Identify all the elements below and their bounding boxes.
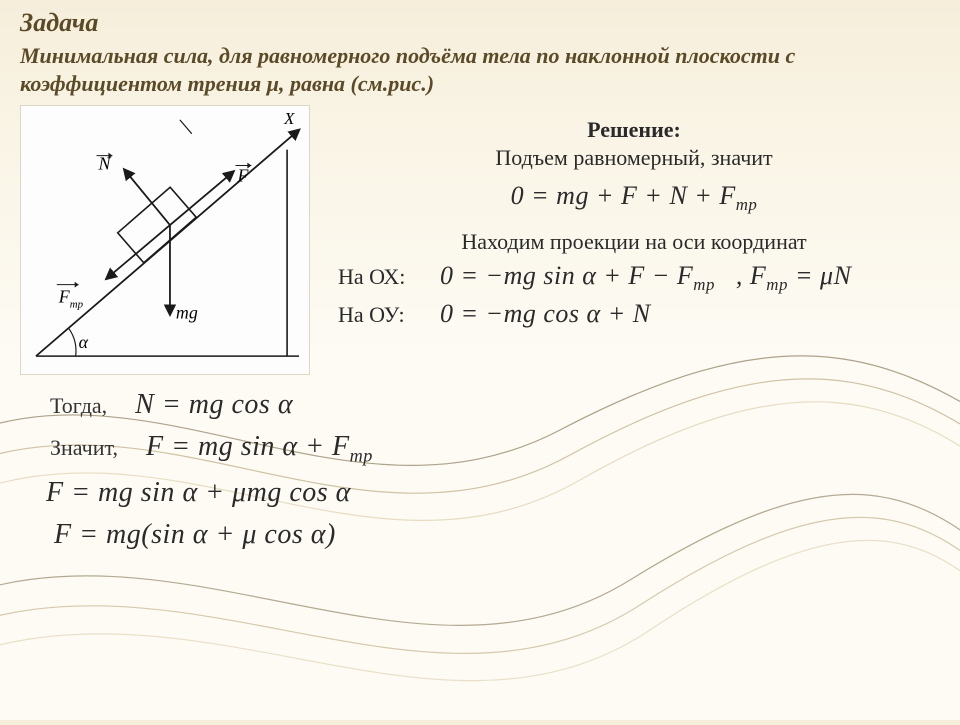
axis-x-label: X <box>283 109 295 128</box>
eq-force-balance: 0 = mg + F + N + Fтр <box>328 181 940 215</box>
projection-heading: Находим проекции на оси координат <box>328 229 940 255</box>
derivation-block: Тогда, N = mg cos α Значит, F = mg sin α… <box>50 389 940 551</box>
eq-F-final: F = mg(sin α + μ cos α) <box>54 519 336 551</box>
vector-mg-label: mg <box>176 302 198 322</box>
angle-alpha-label: α <box>79 332 89 352</box>
so-label: Значит, <box>50 435 118 461</box>
incline-diagram: X α N F Fтр mg <box>20 105 310 375</box>
oy-equation: 0 = −mg cos α + N <box>440 299 651 329</box>
problem-statement: Минимальная сила, для равномерного подъё… <box>20 42 940 97</box>
eq-F-initial: F = mg sin α + Fтр <box>146 431 373 467</box>
oy-projection-line: На ОУ: 0 = −mg cos α + N <box>338 299 940 329</box>
ox-label: На ОХ: <box>338 264 422 290</box>
solution-uniform-text: Подъем равномерный, значит <box>328 145 940 171</box>
eq-F-expanded: F = mg sin α + μmg cos α <box>46 477 351 509</box>
ox-equation: 0 = −mg sin α + F − Fтр , Fтр = μN <box>440 261 851 295</box>
solution-heading: Решение: <box>328 117 940 143</box>
solution-column: Решение: Подъем равномерный, значит 0 = … <box>328 105 940 331</box>
page-title: Задача <box>20 8 940 38</box>
slide-content: Задача Минимальная сила, для равномерног… <box>0 0 960 551</box>
oy-label: На ОУ: <box>338 302 422 328</box>
then-label: Тогда, <box>50 393 107 419</box>
ox-projection-line: На ОХ: 0 = −mg sin α + F − Fтр , Fтр = μ… <box>338 261 940 295</box>
vector-Ftr-label: Fтр <box>58 287 84 311</box>
eq-N: N = mg cos α <box>135 389 293 421</box>
